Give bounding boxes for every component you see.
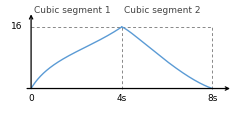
Text: Cubic segment 2: Cubic segment 2 — [124, 6, 201, 15]
Text: 4s: 4s — [117, 94, 127, 103]
Text: Cubic segment 1: Cubic segment 1 — [34, 6, 110, 15]
Text: 16: 16 — [11, 22, 22, 31]
Text: 8s: 8s — [207, 94, 218, 103]
Text: 0: 0 — [28, 94, 34, 103]
